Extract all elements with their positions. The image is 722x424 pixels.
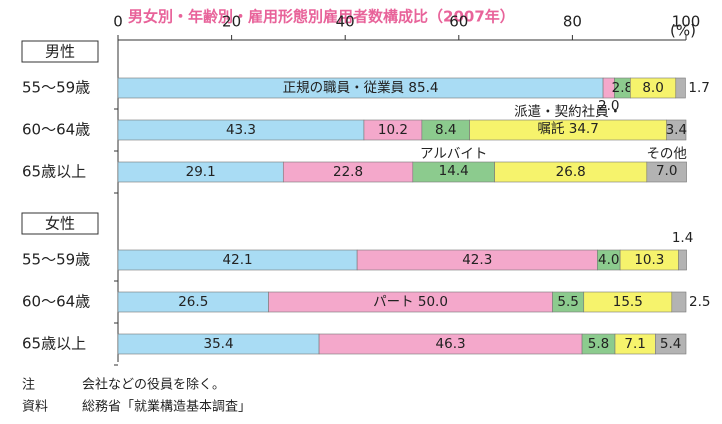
value-label-line: 26.5	[178, 294, 208, 310]
category-label: 55〜59歳	[22, 79, 90, 97]
bar-segment	[655, 333, 687, 355]
value-label-line: 7.1	[624, 336, 645, 352]
value-label: 1.4	[672, 230, 693, 246]
x-tick-label: 60	[449, 13, 468, 31]
note-label: 資料	[22, 400, 48, 415]
value-label-line: 15.5	[613, 294, 643, 310]
group-box	[21, 212, 99, 235]
value-label-line: 1.4	[672, 230, 693, 246]
category-label: 65歳以上	[22, 335, 86, 353]
x-tick-label: 20	[222, 13, 241, 31]
value-label-line: その他	[646, 146, 687, 162]
value-label-line: 42.3	[462, 252, 492, 268]
value-label-line: 35.4	[204, 336, 234, 352]
value-label-line: 2.8	[612, 80, 633, 96]
value-label: 46.3	[436, 336, 466, 352]
bar-segment	[666, 119, 687, 141]
value-label: 1.7	[688, 80, 709, 96]
bar-segment	[646, 161, 687, 183]
bar-segment	[671, 291, 687, 313]
value-label-line: 2.5	[689, 294, 710, 310]
value-label: 2.5	[689, 294, 710, 310]
value-label: 22.8	[333, 164, 363, 180]
value-label: アルバイト 14.4	[420, 146, 487, 179]
value-label-line: 嘱託 34.7	[537, 121, 598, 137]
value-label-line: 4.0	[598, 252, 619, 268]
value-label-line: 3.4	[666, 122, 687, 138]
value-label: パート 50.0	[373, 294, 448, 310]
category-label: 60〜64歳	[22, 121, 90, 139]
group-label: 男性	[45, 43, 75, 61]
value-label: 10.3	[634, 252, 664, 268]
note-text: 総務省「就業構造基本調査」	[82, 399, 251, 415]
group-label: 女性	[45, 215, 75, 233]
value-label: 8.0	[642, 80, 663, 96]
value-label-line: 正規の職員・従業員 85.4	[283, 80, 439, 96]
value-label-line: 8.4	[435, 122, 456, 138]
value-label: 8.4	[435, 122, 456, 138]
value-label: 正規の職員・従業員 85.4	[283, 80, 439, 96]
category-label: 55〜59歳	[22, 251, 90, 269]
note-label: 注	[22, 378, 35, 393]
bar-segment	[678, 249, 687, 271]
bar-segment	[675, 77, 686, 99]
value-label-line: 1.7	[688, 80, 709, 96]
value-label-line: 5.4	[660, 336, 681, 352]
value-label: 42.3	[462, 252, 492, 268]
value-label-line: 5.8	[588, 336, 609, 352]
value-label: 5.4	[660, 336, 681, 352]
x-tick-label: 40	[336, 13, 355, 31]
value-label: 5.5	[557, 294, 578, 310]
group-box	[21, 40, 99, 63]
value-label: 35.4	[204, 336, 234, 352]
value-label: 26.8	[556, 164, 586, 180]
value-label-line: 26.8	[556, 164, 586, 180]
value-label: 3.4	[666, 122, 687, 138]
value-label-line: 46.3	[436, 336, 466, 352]
x-tick-label: 80	[563, 13, 582, 31]
value-label: 2.0	[598, 98, 619, 114]
value-label: 26.5	[178, 294, 208, 310]
value-label: 15.5	[613, 294, 643, 310]
value-label-line: パート 50.0	[373, 294, 448, 310]
value-label-line: 29.1	[186, 164, 216, 180]
value-label-line: 43.3	[226, 122, 256, 138]
value-label-line: 8.0	[642, 80, 663, 96]
category-label: 60〜64歳	[22, 293, 90, 311]
value-label-line: アルバイト	[420, 146, 487, 162]
value-label-line: 5.5	[557, 294, 578, 310]
value-label: 2.8	[612, 80, 633, 96]
value-label: その他 7.0	[646, 146, 687, 179]
note-text: 会社などの役員を除く。	[82, 377, 225, 393]
x-tick-label: 0	[113, 13, 123, 31]
value-label: 10.2	[378, 122, 408, 138]
unit-label: (%)	[670, 22, 696, 40]
category-label: 65歳以上	[22, 163, 86, 181]
value-label-line: 派遣・契約社員・	[514, 104, 622, 120]
value-label: 7.1	[624, 336, 645, 352]
value-label: 29.1	[186, 164, 216, 180]
value-label-line: 2.0	[598, 98, 619, 114]
value-label-line: 14.4	[439, 163, 469, 179]
chart-title: 男女別・年齢別・雇用形態別雇用者数構成比（2007年）	[128, 8, 515, 26]
value-label: 42.1	[223, 252, 253, 268]
value-label: 4.0	[598, 252, 619, 268]
value-label-line: 42.1	[223, 252, 253, 268]
x-tick-label: 100	[672, 13, 701, 31]
value-label: 5.8	[588, 336, 609, 352]
value-label-line: 22.8	[333, 164, 363, 180]
value-label-line: 10.3	[634, 252, 664, 268]
value-label: 43.3	[226, 122, 256, 138]
value-label-line: 10.2	[378, 122, 408, 138]
value-label-line: 7.0	[656, 163, 677, 179]
value-label: 派遣・契約社員・嘱託 34.7	[514, 104, 622, 137]
